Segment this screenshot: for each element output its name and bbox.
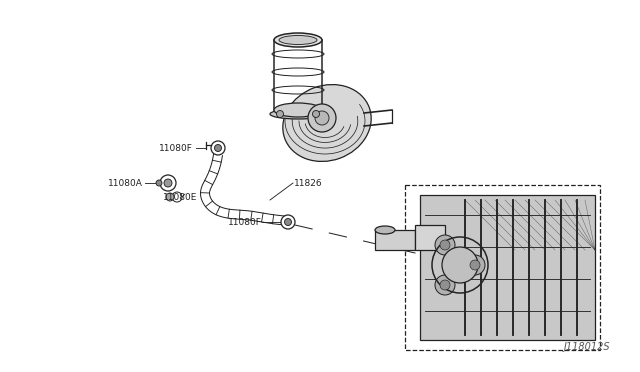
Ellipse shape [270, 109, 326, 119]
Circle shape [435, 275, 455, 295]
Circle shape [315, 111, 329, 125]
Circle shape [440, 240, 450, 250]
Text: J118012S: J118012S [563, 342, 610, 352]
Circle shape [312, 110, 319, 118]
Text: 11080A: 11080A [108, 179, 143, 187]
Ellipse shape [375, 226, 395, 234]
Circle shape [308, 104, 336, 132]
Circle shape [160, 175, 176, 191]
Ellipse shape [279, 35, 317, 45]
Circle shape [156, 180, 162, 186]
Circle shape [440, 280, 450, 290]
Text: 11080E: 11080E [163, 192, 197, 202]
Circle shape [166, 193, 174, 201]
Circle shape [281, 215, 295, 229]
Bar [375, 230, 415, 250]
Circle shape [442, 247, 478, 283]
Circle shape [285, 218, 291, 225]
Circle shape [164, 179, 172, 187]
Circle shape [172, 192, 182, 202]
Circle shape [435, 235, 455, 255]
Ellipse shape [283, 84, 371, 161]
Circle shape [211, 141, 225, 155]
Ellipse shape [274, 103, 322, 117]
Text: 11080F: 11080F [159, 144, 193, 153]
Polygon shape [420, 195, 595, 340]
Text: 11826: 11826 [294, 179, 323, 187]
Bar [415, 225, 445, 250]
Bar [405, 185, 600, 350]
Circle shape [214, 144, 221, 151]
Text: 11080F: 11080F [228, 218, 262, 227]
Ellipse shape [274, 33, 322, 47]
Circle shape [276, 110, 284, 118]
Circle shape [465, 255, 485, 275]
Circle shape [470, 260, 480, 270]
